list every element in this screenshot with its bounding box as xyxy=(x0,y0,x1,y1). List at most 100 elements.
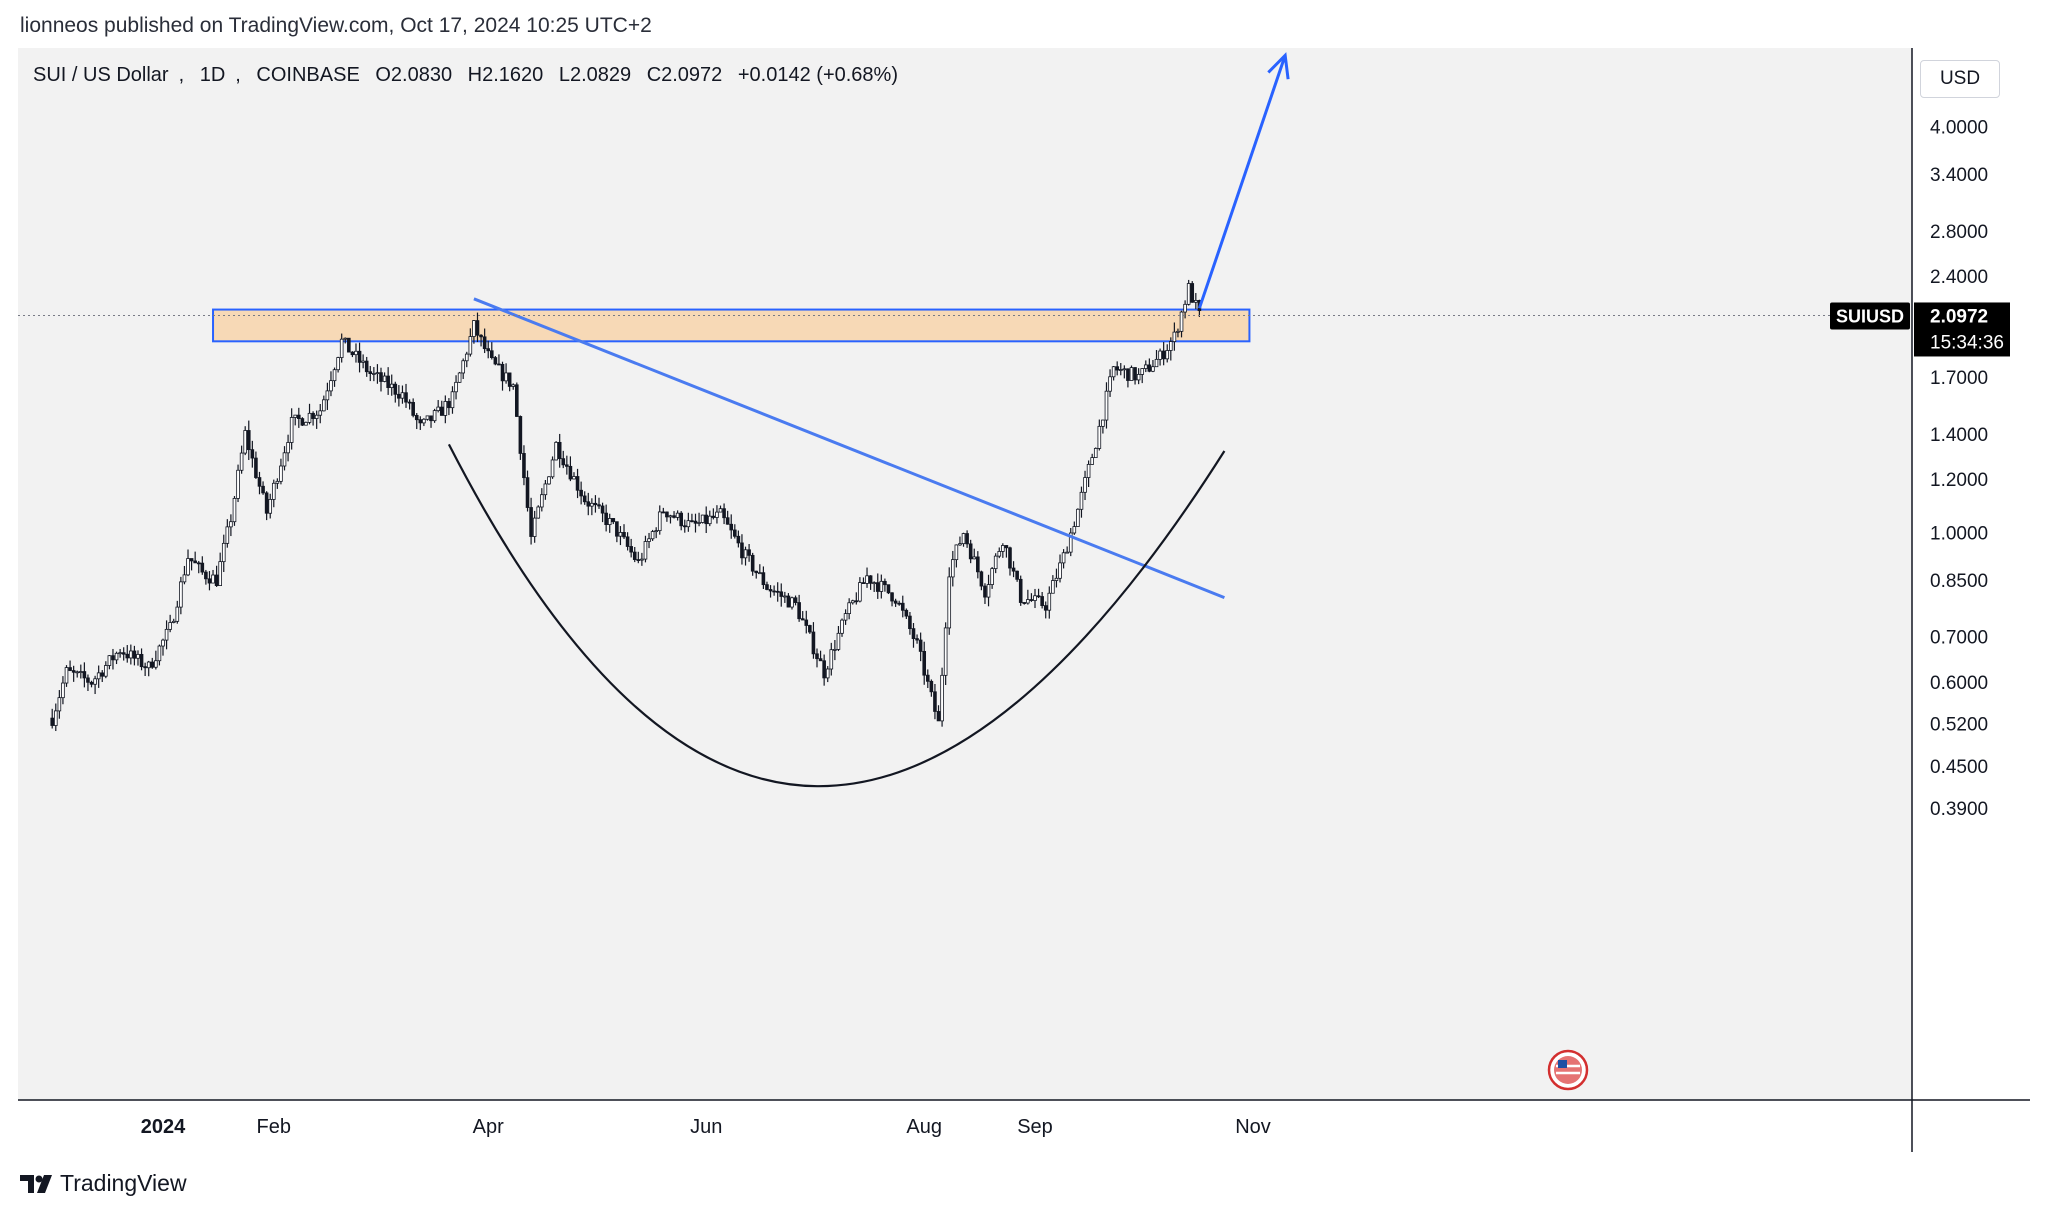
candle-body xyxy=(339,338,344,358)
candle-body xyxy=(414,414,419,421)
candle-body xyxy=(425,415,430,420)
candle-body xyxy=(897,602,901,605)
candle-body xyxy=(111,655,115,661)
price-tick-label: 1.7000 xyxy=(1930,368,1988,389)
candle-body xyxy=(50,717,55,726)
candle-body xyxy=(772,590,776,593)
economic-event-icon[interactable] xyxy=(1547,1049,1589,1091)
candle-body xyxy=(357,350,362,363)
candle-body xyxy=(300,418,305,426)
price-tick-label: 2.8000 xyxy=(1930,222,1988,243)
candle-body xyxy=(57,697,62,712)
legend-separator: , xyxy=(178,64,185,86)
candle-body xyxy=(1076,508,1080,527)
candle-body xyxy=(590,502,594,507)
candle-body xyxy=(929,680,934,693)
candle-body xyxy=(157,645,162,662)
candle-body xyxy=(829,649,834,670)
time-tick-label: 2024 xyxy=(141,1116,186,1138)
candle-body xyxy=(154,660,158,668)
candle-body xyxy=(275,480,280,484)
candle-body xyxy=(1133,367,1137,381)
candle-body xyxy=(1101,419,1105,427)
time-tick-label: Aug xyxy=(906,1116,942,1138)
candle-body xyxy=(1029,599,1034,601)
candle-body xyxy=(836,632,841,650)
candle-body xyxy=(429,415,433,422)
resistance-zone[interactable] xyxy=(212,308,1251,343)
candle-body xyxy=(61,682,65,699)
candle-body xyxy=(1008,547,1012,569)
candle-body xyxy=(572,476,576,480)
candle-body xyxy=(100,672,105,677)
candle-body xyxy=(718,508,723,513)
candle-body xyxy=(536,506,541,519)
time-tick-label: Nov xyxy=(1235,1116,1271,1138)
candle-body xyxy=(725,517,730,525)
candle-body xyxy=(868,575,873,584)
candle-body xyxy=(943,627,948,676)
candle-body xyxy=(1151,366,1155,372)
candle-body xyxy=(840,619,844,634)
candle-body xyxy=(1165,350,1170,360)
candle-body xyxy=(993,555,998,570)
candle-body xyxy=(554,441,558,461)
candle-body xyxy=(883,580,887,586)
candle-body xyxy=(679,512,683,527)
candle-body xyxy=(983,585,987,598)
candle-body xyxy=(1061,552,1066,564)
candle-body xyxy=(1154,358,1159,368)
candle-body xyxy=(1176,330,1180,333)
symbol-tag-bg xyxy=(1830,302,1910,330)
candle-body xyxy=(611,518,616,523)
descending-trendline[interactable] xyxy=(473,297,1225,599)
candle-body xyxy=(1186,283,1191,305)
chart-frame[interactable]: 4.0000 3.4000 2.8000 2.4000 1.7000 1.4000 1.20… xyxy=(18,48,2030,1152)
candle-body xyxy=(1083,477,1087,493)
tradingview-logo[interactable]: TradingView xyxy=(20,1170,187,1197)
price-chart[interactable]: 4.0000 3.4000 2.8000 2.4000 1.7000 1.4000 1.20… xyxy=(18,48,2030,1152)
candle-body xyxy=(650,531,655,540)
candle-body xyxy=(1093,448,1098,459)
candle-body xyxy=(557,441,562,460)
candle-body xyxy=(254,457,258,478)
candle-body xyxy=(1011,567,1016,572)
candle-body xyxy=(1108,376,1112,392)
candle-body xyxy=(740,542,744,559)
cup-curve[interactable] xyxy=(447,443,1226,788)
candle-body xyxy=(129,650,133,659)
candle-body xyxy=(797,602,801,620)
price-tick-label: 0.6000 xyxy=(1930,673,1988,694)
candle-body xyxy=(593,502,598,506)
candle-body xyxy=(632,551,637,560)
candle-body xyxy=(411,402,415,416)
candle-body xyxy=(89,681,94,685)
projection-arrow[interactable] xyxy=(1197,54,1287,309)
currency-button[interactable]: USD xyxy=(1920,60,2000,98)
candle-body xyxy=(779,591,784,597)
symbol-tag: SUIUSD xyxy=(1836,306,1904,326)
publisher-line: lionneos published on TradingView.com, O… xyxy=(20,14,652,37)
candle-body xyxy=(604,512,608,525)
candle-body xyxy=(1033,595,1037,601)
time-tick-label: Sep xyxy=(1017,1116,1053,1138)
last-price-layer: SUIUSD 2.0972 15:34:36 xyxy=(18,302,2010,357)
candle-body xyxy=(1115,366,1119,371)
candle-body xyxy=(936,711,941,722)
candle-body xyxy=(647,538,651,542)
candle-body xyxy=(758,572,762,575)
candle-body xyxy=(643,541,648,560)
candle-body xyxy=(493,357,498,365)
candle-body xyxy=(511,384,516,387)
candle-body xyxy=(1026,599,1030,604)
candle-body xyxy=(811,631,816,655)
legend-low: L2.0829 xyxy=(558,64,632,86)
candle-body xyxy=(790,597,794,608)
candle-body xyxy=(1022,602,1027,604)
candle-body xyxy=(908,615,912,630)
candle-body xyxy=(189,558,194,562)
candle-body xyxy=(786,595,791,608)
candle-body xyxy=(532,517,537,537)
candle-body xyxy=(64,667,69,684)
candle-body xyxy=(783,595,787,598)
